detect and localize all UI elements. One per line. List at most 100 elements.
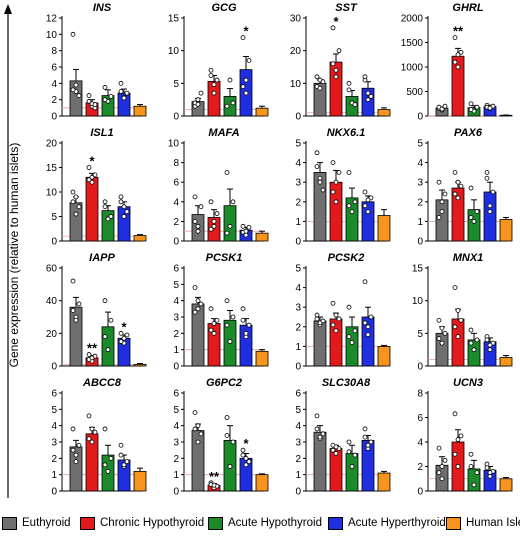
panel-mnx1: 0 5 10 15 MNX1 (412, 252, 513, 373)
data-point (365, 90, 371, 96)
data-point (89, 179, 95, 185)
data-point (317, 175, 323, 181)
data-point (230, 100, 236, 106)
legend-item-acute-hyperthyroid: Acute Hyperthyroid (328, 515, 446, 531)
data-point (118, 199, 124, 205)
data-point (70, 278, 76, 284)
data-point (92, 102, 98, 107)
y-tick-label: 4 (417, 438, 423, 449)
data-point (487, 470, 493, 476)
panel-title: INS (93, 2, 112, 14)
data-point (198, 204, 204, 210)
data-point (240, 452, 246, 458)
data-point (365, 97, 371, 103)
data-point (333, 451, 339, 456)
data-point (452, 59, 458, 65)
y-tick-label: 3 (295, 303, 301, 314)
panel-ins: 0 2 4 6 8 10 12 INS (46, 2, 147, 123)
data-point (349, 340, 355, 345)
y-tick-label: 2 (51, 95, 57, 106)
y-tick-label: 5 (51, 405, 57, 416)
data-point (108, 455, 114, 461)
y-tick-label: 6 (295, 389, 301, 400)
data-point (118, 89, 124, 94)
panel-title: MAFA (208, 127, 239, 139)
data-point (224, 322, 230, 328)
data-point (118, 442, 124, 448)
y-tick-label: 3 (295, 178, 301, 189)
y-tick-label: 0 (173, 237, 179, 248)
legend-label: Chronic Hypothyroid (100, 517, 205, 529)
data-point (246, 459, 252, 465)
data-point (365, 209, 371, 215)
data-point (70, 447, 76, 453)
y-tick-label: 0 (51, 487, 57, 498)
data-point (368, 439, 374, 445)
y-tick-label: 2 (295, 454, 301, 465)
y-axis-title: Gene expression (relative to human islet… (7, 143, 21, 368)
data-point (442, 330, 448, 336)
data-point (102, 204, 108, 210)
data-point (89, 355, 95, 361)
data-point (73, 194, 79, 200)
data-point (362, 426, 368, 432)
y-tick-label: 20 (46, 329, 58, 340)
data-point (89, 439, 95, 445)
data-point (124, 459, 130, 465)
data-point (198, 90, 204, 96)
data-point (230, 199, 236, 205)
panel-pcsk2: 0 1 2 3 4 5 PCSK2 (295, 252, 391, 373)
y-tick-label: 5 (51, 212, 57, 223)
y-tick-label: 15 (412, 264, 424, 275)
data-point (490, 189, 496, 195)
data-point (330, 447, 336, 453)
bar-human-islets (377, 109, 391, 117)
data-point (192, 426, 198, 432)
data-point (487, 342, 493, 348)
y-tick-label: 0 (417, 487, 423, 498)
panel-title: IAPP (89, 252, 115, 264)
data-point (320, 79, 326, 85)
data-point (121, 214, 127, 219)
data-point (458, 433, 464, 439)
bar-chronic-hypothyroid (85, 176, 99, 242)
bar-acute-hypothyroid (467, 209, 481, 242)
data-point (86, 413, 92, 419)
data-point (224, 415, 230, 420)
data-point (439, 340, 445, 346)
panel-title: SST (335, 2, 358, 14)
data-point (368, 94, 374, 99)
y-tick-label: 3 (173, 438, 179, 449)
data-point (317, 434, 323, 440)
data-point (314, 74, 320, 80)
data-point (333, 179, 339, 185)
y-tick-label: 5 (295, 139, 301, 150)
data-point (118, 452, 124, 458)
y-tick-label: 5 (173, 280, 179, 291)
y-tick-label: 1 (295, 342, 301, 353)
data-point (362, 74, 368, 80)
data-point (86, 352, 92, 357)
bar-euthyroid (435, 199, 449, 242)
data-point (214, 317, 220, 323)
data-point (73, 317, 79, 323)
y-tick-label: 4 (173, 421, 179, 432)
data-point (118, 330, 124, 336)
y-tick-label: 5 (173, 405, 179, 416)
data-point (224, 103, 230, 109)
panel-title: PCSK2 (328, 252, 365, 264)
data-point (352, 328, 358, 334)
bar-acute-hypothyroid (345, 453, 359, 492)
bar-acute-hypothyroid (223, 205, 237, 242)
data-point (314, 150, 320, 156)
data-point (195, 298, 201, 304)
data-point (468, 451, 474, 457)
panel-ucn3: 0 2 4 6 8 UCN3 (417, 377, 513, 498)
data-point (73, 211, 79, 217)
data-point (76, 301, 82, 307)
data-point (314, 413, 320, 419)
data-point (442, 457, 448, 463)
data-point (230, 439, 236, 445)
data-point (474, 209, 480, 215)
data-point (124, 209, 130, 215)
